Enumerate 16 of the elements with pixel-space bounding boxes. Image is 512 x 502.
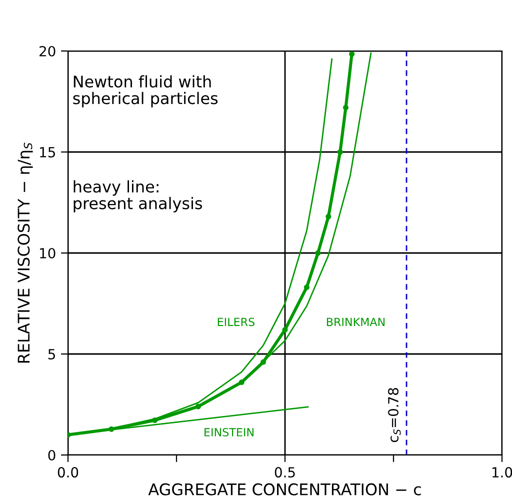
y-tick-label: 0 <box>48 450 56 460</box>
y-tick-label: 5 <box>48 349 55 360</box>
x-axis-title: AGGREGATE CONCENTRATION − c <box>148 483 421 496</box>
y-tick-label: 20 <box>40 46 56 56</box>
x-tick-label: 0.0 <box>58 467 78 478</box>
ref-line-label: c$_{S}$=0.78 <box>388 388 401 442</box>
x-tick-label: 1.0 <box>492 467 512 478</box>
annotation: heavy line: present analysis <box>74 180 202 212</box>
y-tick-label: 10 <box>40 248 56 258</box>
series-label: EINSTEIN <box>204 428 254 436</box>
annotation: Newton fluid with spherical particles <box>73 75 218 108</box>
y-tick-label: 15 <box>40 147 55 158</box>
series-label: EILERS <box>218 318 254 326</box>
y-axis-title: RELATIVE VISCOSITY − η/η$_{S}$ <box>18 142 33 363</box>
text: BRINKMAN <box>326 318 385 326</box>
x-tick-label: 0.5 <box>274 467 295 478</box>
